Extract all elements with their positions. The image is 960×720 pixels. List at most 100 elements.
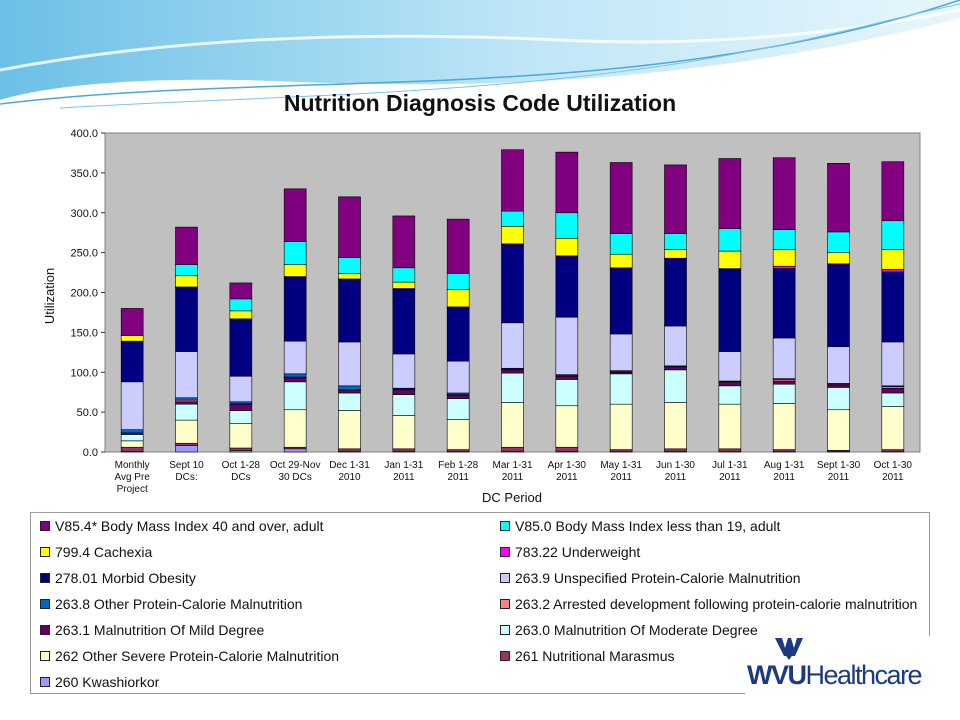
- bar-segment: [120, 429, 144, 434]
- bars-layer: [120, 149, 905, 453]
- bar-segment: [718, 250, 742, 269]
- x-tick-label: Aug 1-31 2011: [764, 460, 805, 483]
- legend-item: 261 Nutritional Marasmus: [500, 646, 675, 666]
- bar-segment: [555, 212, 579, 239]
- y-tick-label: 100.0: [70, 367, 98, 379]
- bar-segment: [555, 316, 579, 375]
- legend-label: 263.2 Arrested development following pro…: [515, 596, 918, 612]
- bar-segment: [283, 340, 307, 375]
- bar-segment: [827, 387, 850, 411]
- bar-segment: [175, 287, 198, 352]
- bar-segment: [446, 419, 470, 450]
- x-tick-label: Monthly Avg Pre Project: [114, 460, 150, 495]
- y-tick-label: 400.0: [70, 128, 98, 140]
- x-tick-label: Dec 1-31 2010: [329, 460, 370, 483]
- bar-segment: [718, 269, 742, 352]
- bar-segment: [718, 158, 742, 230]
- bar-segment: [120, 381, 144, 430]
- bar-segment: [283, 264, 307, 277]
- bar-segment: [772, 403, 796, 450]
- legend-item: V85.0 Body Mass Index less than 19, adul…: [500, 516, 780, 536]
- bar-segment: [501, 226, 524, 245]
- wvu-healthcare-logo: [745, 636, 935, 696]
- bar-segment: [664, 369, 687, 403]
- legend-item: 263.0 Malnutrition Of Moderate Degree: [500, 620, 758, 640]
- bar-segment: [609, 373, 633, 405]
- x-tick-label: Apr 1-30 2011: [548, 460, 587, 483]
- legend-item: 799.4 Cachexia: [40, 542, 152, 562]
- bar-segment: [881, 269, 905, 273]
- bar-segment: [501, 446, 524, 452]
- bar-segment: [555, 405, 579, 448]
- bar-segment: [664, 233, 687, 250]
- bar-segment: [609, 333, 633, 371]
- bar-segment: [881, 249, 905, 270]
- x-axis-title: DC Period: [482, 490, 542, 505]
- bar-segment: [175, 397, 198, 401]
- x-tick-label: Jul 1-31 2011: [712, 460, 748, 483]
- bar-segment: [718, 382, 742, 387]
- legend-label: 263.8 Other Protein-Calorie Malnutrition: [55, 596, 303, 612]
- bar-segment: [338, 392, 361, 411]
- bar-segment: [175, 442, 198, 446]
- y-tick-label: 350.0: [70, 168, 98, 180]
- bar-segment: [446, 395, 470, 399]
- legend-item: 278.01 Morbid Obesity: [40, 568, 196, 588]
- bar-segment: [772, 265, 796, 269]
- legend-swatch: [500, 625, 510, 635]
- bar-segment: [446, 289, 470, 308]
- y-tick-label: 300.0: [70, 208, 98, 220]
- bar-segment: [881, 341, 905, 387]
- x-tick-label: Oct 29-Nov 30 DCs: [270, 460, 321, 483]
- legend-label: V85.4* Body Mass Index 40 and over, adul…: [55, 518, 324, 534]
- bar-segment: [827, 384, 850, 388]
- bar-segment: [175, 226, 198, 265]
- bar-segment: [229, 310, 253, 320]
- bar-segment: [664, 249, 687, 259]
- legend-item: 263.2 Arrested development following pro…: [500, 594, 917, 614]
- legend-item: 783.22 Underweight: [500, 542, 640, 562]
- header-swoosh-line: [59, 3, 960, 109]
- legend-swatch: [500, 547, 510, 557]
- wvu-flying-wv-icon: [775, 638, 803, 660]
- legend-item: 262 Other Severe Protein-Calorie Malnutr…: [40, 646, 339, 666]
- legend-swatch: [500, 521, 510, 531]
- bar-segment: [772, 380, 796, 385]
- bar-segment: [338, 410, 361, 450]
- bar-segment: [446, 398, 470, 420]
- header-swoosh: [0, 0, 960, 100]
- legend-label: 263.1 Malnutrition Of Mild Degree: [55, 622, 265, 638]
- header-swoosh-highlight: [0, 8, 960, 72]
- bar-segment: [827, 264, 850, 348]
- header-swoosh-line: [0, 0, 960, 105]
- bar-segment: [283, 241, 307, 265]
- bar-segment: [827, 252, 850, 265]
- bar-segment: [501, 322, 524, 369]
- bar-segment: [283, 373, 307, 378]
- bar-segment: [229, 375, 253, 403]
- bar-segment: [229, 403, 253, 411]
- bar-segment: [555, 446, 579, 452]
- legend-label: 260 Kwashiorkor: [55, 674, 160, 690]
- bar-segment: [229, 447, 253, 451]
- bar-segment: [392, 267, 416, 283]
- bar-segment: [338, 448, 361, 452]
- bar-segment: [338, 257, 361, 274]
- legend-label: 278.01 Morbid Obesity: [55, 570, 196, 586]
- bar-segment: [609, 253, 633, 269]
- legend-swatch: [40, 677, 50, 687]
- y-tick-label: 0.0: [83, 447, 98, 459]
- x-tick-label: Oct 1-28 DCs: [222, 460, 261, 483]
- bar-segment: [120, 308, 144, 336]
- legend-label: 263.9 Unspecified Protein-Calorie Malnut…: [515, 570, 801, 586]
- bar-segment: [446, 360, 470, 394]
- bar-segment: [555, 375, 579, 380]
- bar-segment: [120, 446, 144, 452]
- x-tick-label: Mar 1-31 2011: [492, 460, 532, 483]
- bar-segment: [881, 387, 905, 394]
- bar-segment: [881, 392, 905, 407]
- bar-segment: [664, 367, 687, 371]
- bar-segment: [827, 231, 850, 253]
- bar-segment: [392, 281, 416, 289]
